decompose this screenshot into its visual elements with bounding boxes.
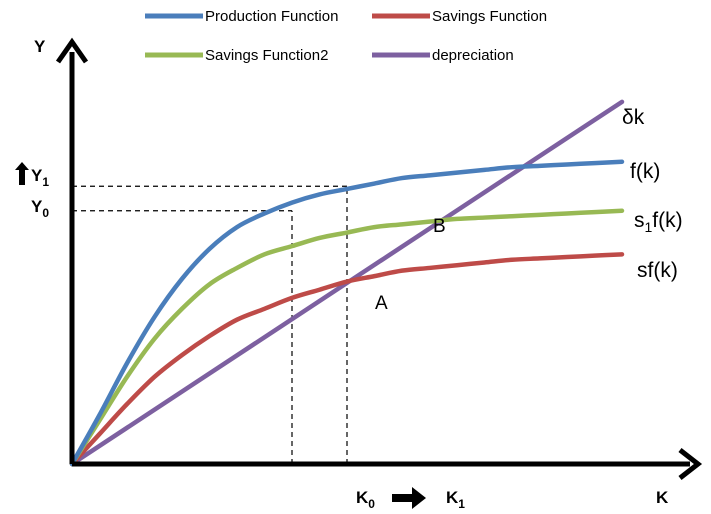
y-axis-arrowhead xyxy=(55,37,89,64)
legend: Production Function Savings Function Sav… xyxy=(145,8,547,64)
y-axis-label: Y xyxy=(34,37,46,56)
point-labels: A B xyxy=(375,216,446,314)
k1-label: K1 xyxy=(446,488,465,511)
y0-label: Y0 xyxy=(31,197,49,220)
x-axis-arrowhead xyxy=(678,448,703,480)
legend-label-depreciation: depreciation xyxy=(432,47,514,64)
savings2-curve-label: s1f(k) xyxy=(634,209,683,235)
savings-function2-line xyxy=(69,208,625,467)
legend-label-savings: Savings Function xyxy=(432,8,547,25)
up-arrow-icon xyxy=(15,162,29,185)
y-markers: Y1 Y0 xyxy=(15,162,49,220)
point-b-label: B xyxy=(433,216,446,237)
depreciation-curve-label: δk xyxy=(622,106,645,129)
right-arrow-icon xyxy=(392,487,426,509)
legend-label-production: Production Function xyxy=(205,8,338,25)
savings-function-line xyxy=(69,252,625,467)
production-function-line xyxy=(69,159,625,467)
k0-label: K0 xyxy=(356,488,375,511)
k-markers: K0 K1 xyxy=(356,487,465,511)
axes: Y K xyxy=(34,37,703,507)
curve-labels: δk f(k) s1f(k) sf(k) xyxy=(622,106,683,282)
x-axis-label: K xyxy=(656,488,669,507)
legend-label-savings2: Savings Function2 xyxy=(205,47,328,64)
y1-label: Y1 xyxy=(31,166,49,189)
savings-curve-label: sf(k) xyxy=(637,259,678,282)
series-group xyxy=(69,99,625,467)
reference-lines xyxy=(72,185,348,464)
point-a-label: A xyxy=(375,293,388,314)
production-curve-label: f(k) xyxy=(630,160,660,183)
